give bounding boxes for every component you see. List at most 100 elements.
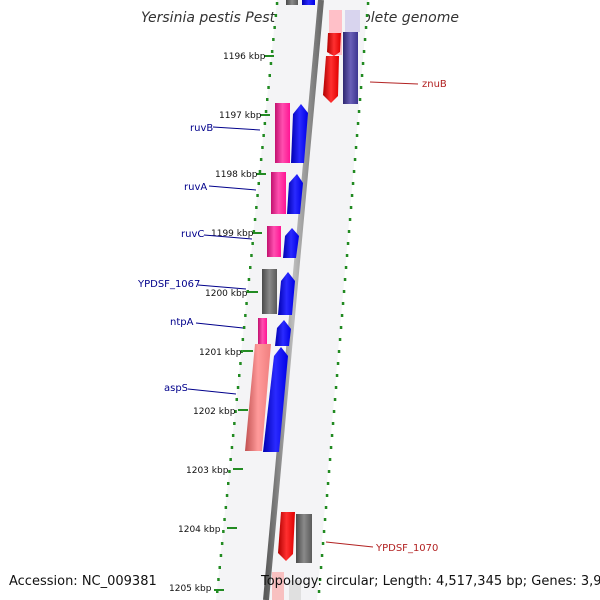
track-dot (319, 566, 323, 569)
gene-ntpA-bar[interactable] (258, 318, 267, 344)
gene-aspS-bar[interactable] (245, 344, 271, 451)
track-dot (340, 314, 344, 317)
gene-ruvB-bar[interactable] (275, 103, 290, 163)
gene-label-aspS[interactable]: aspS (164, 383, 188, 394)
track-dot (343, 278, 347, 281)
track-dot (359, 86, 363, 89)
gene-znuB-arrow[interactable] (323, 56, 339, 103)
track-dot (274, 14, 278, 17)
tick-track-left (216, 2, 279, 593)
track-dot (362, 50, 366, 53)
track-dot (345, 254, 349, 257)
tick-label: 1204 kbp (178, 525, 221, 535)
track-dot (261, 146, 264, 149)
gene-label-znuB[interactable]: znuB (422, 79, 447, 90)
track-dot (241, 338, 245, 341)
track-dot (223, 518, 226, 521)
gene-ruvB-arrow[interactable] (291, 104, 308, 163)
track-dot (332, 410, 336, 413)
track-dot (344, 266, 348, 269)
gene-ntpA-arrow[interactable] (275, 320, 291, 346)
track-dot (252, 230, 256, 233)
track-dot (268, 74, 271, 77)
gene-label-ruvA[interactable]: ruvA (184, 182, 207, 193)
track-dot (224, 506, 228, 509)
track-dot (348, 218, 352, 221)
track-dot (323, 518, 327, 521)
gene-block[interactable] (327, 33, 341, 56)
gene-ruvA-arrow[interactable] (287, 174, 303, 214)
tick-label: 1200 kbp (205, 289, 248, 299)
gene-block[interactable] (272, 572, 284, 600)
gene-YPDSF_1067-arrow[interactable] (278, 272, 295, 315)
track-dot (267, 86, 270, 89)
track-dot (327, 470, 331, 473)
gene-label-ruvB[interactable]: ruvB (190, 123, 213, 134)
track-dot (235, 398, 238, 401)
track-dot (239, 362, 242, 365)
gene-block[interactable] (286, 0, 298, 5)
tick-label: 1201 kbp (199, 348, 242, 358)
gene-label-ntpA[interactable]: ntpA (170, 317, 194, 328)
track-dot (220, 542, 224, 545)
gene-block[interactable] (302, 0, 315, 5)
track-dot (245, 302, 248, 305)
track-dot (329, 446, 333, 449)
track-dot (349, 206, 353, 209)
genome-summary: Topology: circular; Length: 4,517,345 bp… (261, 574, 600, 589)
track-dot (320, 554, 324, 557)
gene-block[interactable] (345, 10, 360, 32)
gene-ruvC-arrow[interactable] (283, 228, 299, 258)
track-dot (246, 290, 249, 293)
accession-label: Accession: NC_009381 (9, 574, 157, 589)
gene-YPDSF_1070-bar[interactable] (296, 514, 312, 563)
track-dot (262, 134, 265, 137)
label-leader (187, 388, 237, 395)
gene-ruvC-bar[interactable] (267, 226, 281, 257)
gene-red-arrow[interactable] (278, 512, 295, 561)
track-dot (365, 14, 369, 17)
reverse-genes (278, 10, 360, 563)
track-dot (250, 254, 253, 257)
gene-ruvA-bar[interactable] (271, 172, 286, 214)
track-dot (253, 218, 257, 221)
gene-aspS-arrow[interactable] (263, 347, 288, 452)
track-dot (275, 2, 279, 5)
gene-label-YPDSF_1070[interactable]: YPDSF_1070 (375, 543, 438, 554)
track-dot (358, 98, 362, 101)
track-dot (353, 158, 357, 161)
track-dot (218, 566, 221, 569)
gene-block[interactable] (289, 580, 301, 600)
track-dot (231, 434, 235, 437)
track-dot (264, 110, 268, 113)
track-dot (228, 470, 231, 473)
track-dot (322, 530, 326, 533)
track-dot (336, 362, 340, 365)
tick-track-right (317, 2, 370, 593)
track-dot (256, 194, 259, 197)
track-dot (366, 2, 370, 5)
label-leader (203, 234, 253, 240)
label-leader (195, 322, 244, 329)
track-dot (355, 134, 359, 137)
track-dot (259, 158, 263, 161)
gene-label-ruvC[interactable]: ruvC (181, 229, 204, 240)
track-dot (266, 98, 269, 101)
gene-znuB-bar[interactable] (343, 32, 358, 104)
track-dot (236, 386, 240, 389)
track-dot (356, 122, 360, 125)
label-leader (208, 185, 257, 191)
track-dot (244, 314, 247, 317)
gene-label-YPDSF_1067[interactable]: YPDSF_1067 (137, 279, 200, 290)
track-dot (317, 590, 321, 593)
track-dot (321, 542, 325, 545)
tick-label: 1203 kbp (186, 466, 229, 476)
track-dot (364, 26, 368, 29)
gene-YPDSF_1067-bar[interactable] (262, 269, 277, 314)
tick-label: 1198 kbp (215, 170, 258, 180)
track-dot (350, 194, 354, 197)
label-leader (369, 81, 419, 85)
label-leader (325, 541, 374, 548)
track-dot (216, 590, 219, 593)
track-dot (361, 62, 365, 65)
